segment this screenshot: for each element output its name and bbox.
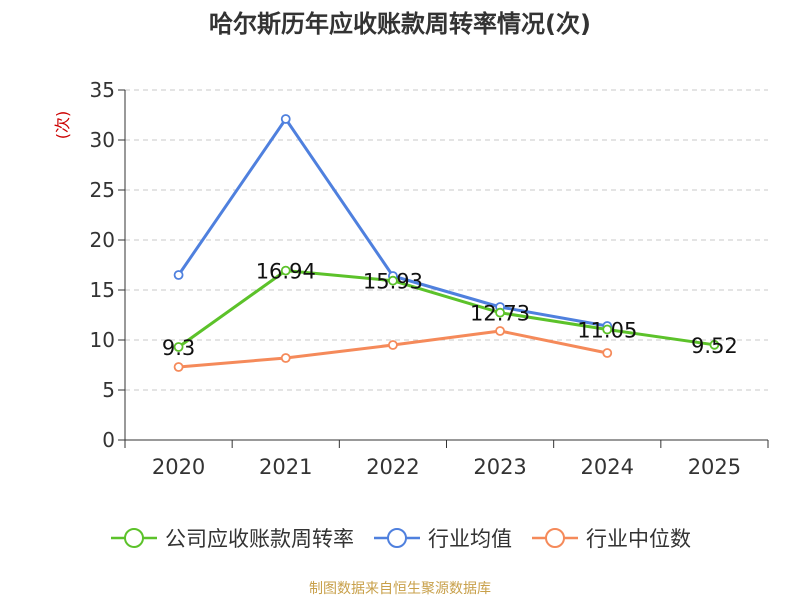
x-tick-label: 2022 bbox=[366, 455, 419, 479]
y-tick-label: 25 bbox=[90, 178, 115, 202]
legend-label: 公司应收账款周转率 bbox=[165, 527, 354, 551]
data-point bbox=[602, 324, 613, 335]
data-point bbox=[280, 114, 291, 124]
series-line-1 bbox=[177, 269, 715, 349]
legend-item-3[interactable]: 行业中位数 bbox=[530, 523, 691, 553]
y-axis-label: (次) bbox=[53, 111, 72, 140]
data-point bbox=[280, 353, 291, 363]
data-point bbox=[709, 339, 720, 350]
series-line-2 bbox=[177, 117, 608, 328]
data-label: 16.94 bbox=[256, 260, 316, 284]
legend-item-2[interactable]: 行业均值 bbox=[372, 523, 512, 553]
legend-label: 行业均值 bbox=[428, 527, 512, 551]
x-tick-label: 2023 bbox=[473, 455, 526, 479]
y-tick-label: 15 bbox=[90, 278, 115, 302]
y-tick-label: 0 bbox=[102, 428, 115, 452]
gridlines bbox=[125, 89, 768, 391]
data-point bbox=[173, 270, 184, 280]
chart-title: 哈尔斯历年应收账款周转率情况(次) bbox=[209, 10, 591, 38]
x-tick-label: 2024 bbox=[581, 455, 634, 479]
data-label: 9.3 bbox=[162, 336, 195, 360]
data-label: 12.73 bbox=[470, 302, 530, 326]
legend-marker-icon bbox=[532, 528, 578, 548]
data-label: 11.05 bbox=[577, 319, 637, 343]
y-tick-label: 30 bbox=[90, 128, 115, 152]
legend-marker-icon bbox=[374, 528, 420, 548]
data-point bbox=[388, 275, 398, 286]
legend: 公司应收账款周转率 行业均值 行业中位数 bbox=[0, 520, 800, 556]
data-point bbox=[388, 340, 398, 350]
x-tick-label: 2020 bbox=[152, 455, 205, 479]
series-group bbox=[173, 114, 720, 372]
legend-label: 行业中位数 bbox=[586, 527, 691, 551]
x-tick-label: 2021 bbox=[259, 455, 312, 479]
legend-marker-icon bbox=[111, 528, 157, 548]
data-point bbox=[495, 326, 505, 336]
data-point bbox=[280, 265, 291, 276]
data-point bbox=[173, 342, 184, 352]
data-point bbox=[495, 307, 505, 318]
y-tick-label: 20 bbox=[90, 228, 115, 252]
legend-item-1[interactable]: 公司应收账款周转率 bbox=[109, 523, 354, 553]
source-note: 制图数据来自恒生聚源数据库 bbox=[309, 581, 491, 597]
y-tick-label: 10 bbox=[90, 328, 115, 352]
data-point bbox=[602, 348, 613, 358]
data-label: 9.52 bbox=[691, 334, 738, 358]
y-tick-label: 35 bbox=[90, 78, 115, 102]
y-tick-label: 5 bbox=[102, 378, 115, 402]
x-tick-label: 2025 bbox=[688, 455, 741, 479]
data-label: 15.93 bbox=[363, 270, 423, 294]
data-point bbox=[173, 362, 184, 372]
data-labels: 9.3 16.94 15.93 12.73 11.05 9.52 bbox=[162, 260, 738, 360]
